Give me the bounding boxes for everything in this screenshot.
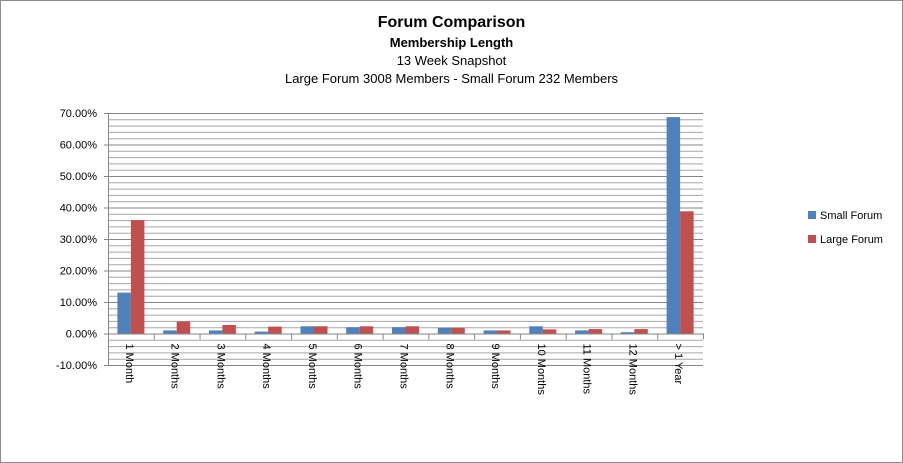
bar-large-forum: [680, 211, 694, 334]
legend-label: Large Forum: [820, 234, 883, 246]
bar-large-forum: [588, 329, 603, 334]
bar-small-forum: [208, 330, 223, 334]
chart-titles: Forum Comparison Membership Length 13 We…: [0, 12, 903, 88]
x-tick-label: 12 Months: [626, 344, 638, 396]
x-tick-label: 5 Months: [306, 344, 318, 390]
bar-large-forum: [451, 327, 465, 334]
y-tick-label: 10.00%: [60, 297, 98, 309]
x-tick-label: 1 Month: [123, 344, 135, 384]
y-tick-label: 20.00%: [60, 266, 98, 278]
bar-small-forum: [392, 327, 406, 334]
x-tick-label: 4 Months: [260, 344, 272, 390]
bar-large-forum: [222, 325, 236, 334]
bar-large-forum: [634, 329, 648, 334]
bar-small-forum: [666, 117, 681, 334]
bar-small-forum: [163, 330, 177, 334]
bar-large-forum: [359, 326, 374, 334]
x-tick-label: 7 Months: [398, 344, 410, 390]
bar-large-forum: [268, 326, 282, 334]
y-tick-label: 30.00%: [60, 234, 98, 246]
bar-large-forum: [130, 220, 145, 334]
x-tick-label: 9 Months: [489, 344, 501, 390]
bar-small-forum: [483, 330, 497, 334]
x-tick-label: 11 Months: [581, 344, 593, 395]
chart-subtitle: Membership Length: [389, 35, 514, 50]
bar-small-forum: [346, 327, 360, 334]
bar-small-forum: [529, 326, 543, 334]
bar-large-forum: [176, 321, 191, 334]
legend-label: Small Forum: [820, 210, 882, 222]
bar-large-forum: [314, 326, 328, 334]
bar-small-forum: [300, 326, 314, 334]
y-tick-label: 50.00%: [60, 171, 98, 183]
x-tick-label: 2 Months: [169, 344, 181, 390]
chart-subtitle-2: 13 Week Snapshot: [396, 53, 507, 68]
bar-small-forum: [117, 292, 131, 334]
x-tick-label: > 1 Year: [672, 344, 684, 385]
y-tick-label: 0.00%: [66, 329, 97, 341]
x-tick-label: 6 Months: [352, 344, 364, 390]
chart-subtitle-3: Large Forum 3008 Members - Small Forum 2…: [284, 71, 619, 86]
bar-large-forum: [497, 330, 511, 334]
bar-small-forum: [437, 327, 452, 334]
legend-swatch: [808, 211, 816, 219]
bar-large-forum: [405, 326, 419, 334]
x-tick-label: 10 Months: [535, 344, 547, 396]
y-tick-label: 70.00%: [60, 108, 98, 120]
bar-large-forum: [542, 329, 557, 334]
y-tick-label: -10.00%: [56, 360, 97, 372]
bar-small-forum: [620, 332, 635, 334]
bar-small-forum: [575, 330, 589, 334]
x-tick-label: 8 Months: [443, 344, 455, 390]
x-tick-label: 3 Months: [214, 344, 226, 390]
chart-title: Forum Comparison: [377, 14, 526, 31]
y-tick-label: 40.00%: [60, 203, 98, 215]
legend-swatch: [808, 235, 816, 243]
bar-small-forum: [254, 331, 269, 334]
y-tick-label: 60.00%: [60, 140, 98, 152]
